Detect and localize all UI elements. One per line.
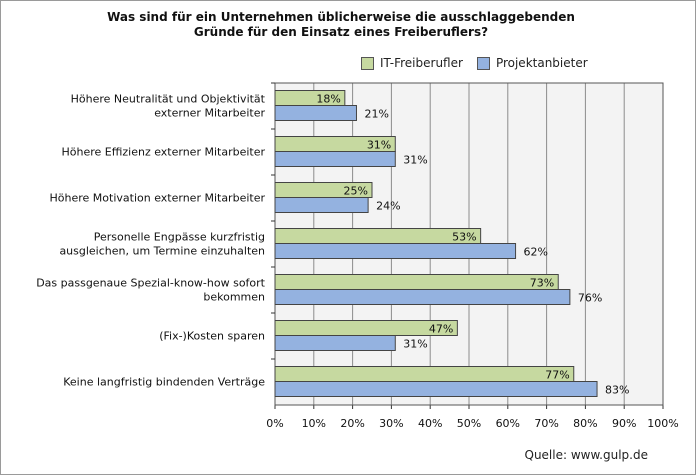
- legend-label-projektanbieter: Projektanbieter: [495, 56, 588, 70]
- data-label-it-freiberufler-3: 53%: [452, 231, 476, 244]
- x-tick-label-2: 20%: [340, 417, 364, 430]
- x-tick-label-0: 0%: [266, 417, 283, 430]
- bar-projektanbieter-1: [274, 151, 396, 167]
- chart-title: Was sind für ein Unternehmen üblicherwei…: [91, 10, 591, 40]
- x-tick-label-7: 70%: [534, 417, 558, 430]
- source-note: Quelle: www.gulp.de: [524, 448, 649, 462]
- category-label-6: Keine langfristig bindenden Verträge: [63, 376, 265, 389]
- data-label-it-freiberufler-0: 18%: [316, 93, 340, 106]
- x-tick-label-8: 80%: [573, 417, 597, 430]
- bar-projektanbieter-5: [274, 335, 396, 351]
- data-label-projektanbieter-6: 83%: [605, 384, 629, 397]
- data-label-projektanbieter-1: 31%: [403, 154, 427, 167]
- chart-title-line-1: Was sind für ein Unternehmen üblicherwei…: [107, 10, 575, 24]
- data-label-projektanbieter-3: 62%: [524, 246, 548, 259]
- bar-it-freiberufler-4: [274, 274, 559, 290]
- x-tick-label-1: 10%: [302, 417, 326, 430]
- bar-projektanbieter-3: [274, 243, 517, 259]
- category-label-0: Höhere Neutralität und Objektivität exter…: [71, 93, 266, 120]
- x-tick-label-9: 90%: [612, 417, 636, 430]
- x-tick-label-4: 40%: [418, 417, 442, 430]
- bar-projektanbieter-2: [274, 197, 369, 213]
- data-label-it-freiberufler-4: 73%: [530, 277, 554, 290]
- legend-swatch-projektanbieter: [476, 56, 490, 70]
- x-tick-label-5: 50%: [457, 417, 481, 430]
- bar-it-freiberufler-6: [274, 366, 575, 382]
- data-label-projektanbieter-5: 31%: [403, 338, 427, 351]
- x-tick-label-3: 30%: [379, 417, 403, 430]
- data-label-it-freiberufler-1: 31%: [367, 139, 391, 152]
- category-label-2: Höhere Motivation externer Mitarbeiter: [50, 192, 266, 205]
- legend-label-it-freiberufler: IT-Freiberufler: [380, 56, 463, 70]
- legend-item-it-freiberufler: IT-Freiberufler: [361, 56, 463, 70]
- x-tick-label-6: 60%: [496, 417, 520, 430]
- legend-item-projektanbieter: Projektanbieter: [476, 56, 588, 70]
- data-label-projektanbieter-0: 21%: [364, 108, 388, 121]
- bar-projektanbieter-0: [274, 105, 357, 121]
- legend: IT-Freiberufler Projektanbieter: [361, 56, 588, 70]
- data-label-it-freiberufler-2: 25%: [344, 185, 368, 198]
- data-label-projektanbieter-2: 24%: [376, 200, 400, 213]
- data-label-it-freiberufler-6: 77%: [545, 369, 569, 382]
- bar-it-freiberufler-3: [274, 228, 482, 244]
- bar-projektanbieter-6: [274, 381, 598, 397]
- bar-projektanbieter-4: [274, 289, 571, 305]
- data-label-projektanbieter-4: 76%: [578, 292, 602, 305]
- category-label-3: Personelle Engpässe kurzfristig ausgleich…: [59, 231, 265, 258]
- data-label-it-freiberufler-5: 47%: [429, 323, 453, 336]
- legend-swatch-it-freiberufler: [361, 56, 374, 70]
- category-label-4: Das passgenaue Spezial-know-how sofort be…: [36, 277, 265, 304]
- chart-title-line-2: Gründe für den Einsatz eines Freiberufle…: [193, 25, 489, 39]
- x-tick-label-10: 100%: [647, 417, 678, 430]
- category-label-5: (Fix-)Kosten sparen: [159, 330, 265, 343]
- category-label-1: Höhere Effizienz externer Mitarbeiter: [62, 146, 266, 159]
